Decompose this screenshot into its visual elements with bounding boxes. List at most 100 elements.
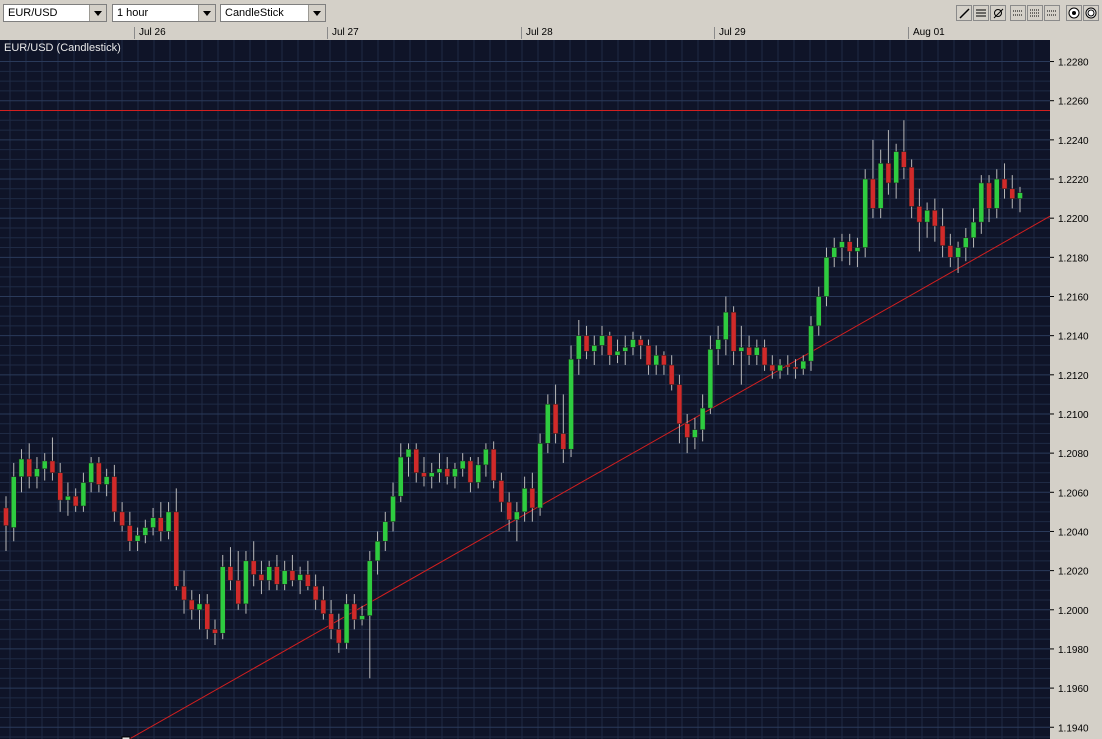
candle-body[interactable] bbox=[514, 511, 520, 520]
candle-body[interactable] bbox=[521, 488, 528, 513]
candle-body[interactable] bbox=[250, 560, 257, 575]
candle-body[interactable] bbox=[281, 570, 288, 585]
candle-body[interactable] bbox=[870, 178, 876, 209]
candle-body[interactable] bbox=[939, 225, 946, 246]
candle-body[interactable] bbox=[258, 574, 265, 581]
candle-body[interactable] bbox=[715, 339, 721, 350]
candle-body[interactable] bbox=[668, 364, 675, 385]
candle-body[interactable] bbox=[645, 345, 652, 366]
candle-body[interactable] bbox=[591, 345, 598, 352]
candle-body[interactable] bbox=[359, 615, 365, 620]
candle-body[interactable] bbox=[111, 476, 118, 513]
candlestick-chart[interactable]: 1.2280 1.2260 1.2240 1.2220 1.2200 1.2180 1.21… bbox=[0, 40, 1102, 739]
grid-button-1[interactable] bbox=[1010, 5, 1026, 21]
candle-body[interactable] bbox=[452, 468, 458, 477]
candle-body[interactable] bbox=[189, 599, 195, 611]
candle-body[interactable] bbox=[692, 429, 698, 438]
candle-body[interactable] bbox=[65, 495, 71, 501]
candle-body[interactable] bbox=[1001, 178, 1008, 190]
candle-body[interactable] bbox=[560, 433, 567, 450]
candle-body[interactable] bbox=[932, 210, 938, 227]
candle-body[interactable] bbox=[955, 247, 961, 258]
candle-body[interactable] bbox=[839, 241, 845, 248]
candle-body[interactable] bbox=[127, 525, 133, 542]
candle-body[interactable] bbox=[994, 178, 1000, 209]
candle-body[interactable] bbox=[506, 501, 512, 520]
candle-body[interactable] bbox=[769, 364, 776, 372]
candle-body[interactable] bbox=[88, 462, 94, 483]
candle-body[interactable] bbox=[684, 423, 690, 438]
candle-body[interactable] bbox=[699, 407, 706, 430]
candle-body[interactable] bbox=[877, 163, 884, 209]
candle-body[interactable] bbox=[336, 629, 342, 644]
candle-body[interactable] bbox=[320, 599, 327, 614]
candle-body[interactable] bbox=[382, 521, 389, 542]
candle-body[interactable] bbox=[158, 517, 164, 532]
candle-body[interactable] bbox=[730, 311, 737, 352]
grid-button-3[interactable] bbox=[1044, 5, 1060, 21]
zoom-in-button[interactable] bbox=[1083, 5, 1099, 21]
candle-body[interactable] bbox=[483, 448, 489, 466]
candle-body[interactable] bbox=[707, 349, 714, 409]
candle-body[interactable] bbox=[723, 311, 729, 340]
candle-body[interactable] bbox=[421, 472, 427, 477]
candle-body[interactable] bbox=[428, 472, 435, 477]
candle-body[interactable] bbox=[614, 351, 621, 356]
candle-body[interactable] bbox=[529, 488, 536, 509]
candle-body[interactable] bbox=[134, 535, 141, 542]
candle-body[interactable] bbox=[413, 448, 419, 473]
candle-body[interactable] bbox=[10, 476, 17, 528]
candle-body[interactable] bbox=[351, 603, 358, 620]
candle-body[interactable] bbox=[978, 182, 985, 223]
candle-body[interactable] bbox=[1017, 192, 1023, 199]
candle-body[interactable] bbox=[274, 566, 280, 585]
candle-body[interactable] bbox=[305, 574, 311, 587]
candle-body[interactable] bbox=[754, 347, 760, 356]
candle-body[interactable] bbox=[908, 167, 915, 207]
candle-body[interactable] bbox=[398, 456, 404, 497]
candle-body[interactable] bbox=[800, 360, 807, 370]
candle-body[interactable] bbox=[792, 366, 799, 370]
candle-body[interactable] bbox=[854, 247, 861, 252]
candle-body[interactable] bbox=[862, 178, 868, 248]
candle-body[interactable] bbox=[328, 613, 334, 630]
delete-drawing-button[interactable] bbox=[990, 5, 1006, 21]
candle-body[interactable] bbox=[405, 448, 412, 458]
candle-body[interactable] bbox=[266, 566, 272, 581]
candle-body[interactable] bbox=[963, 237, 969, 248]
candle-body[interactable] bbox=[490, 448, 497, 481]
candle-body[interactable] bbox=[785, 364, 791, 368]
candle-body[interactable] bbox=[637, 339, 644, 346]
candle-body[interactable] bbox=[41, 460, 48, 470]
candle-body[interactable] bbox=[676, 384, 683, 425]
candle-body[interactable] bbox=[986, 182, 992, 209]
channel-button[interactable] bbox=[973, 5, 989, 21]
candle-body[interactable] bbox=[893, 151, 899, 184]
candle-body[interactable] bbox=[119, 511, 125, 526]
trendline-handle-box[interactable] bbox=[121, 736, 131, 739]
candle-body[interactable] bbox=[444, 468, 450, 477]
candle-body[interactable] bbox=[219, 566, 226, 634]
candle-body[interactable] bbox=[537, 443, 543, 509]
interval-select[interactable]: 1 hour bbox=[112, 4, 216, 22]
candle-body[interactable] bbox=[970, 221, 977, 239]
candle-body[interactable] bbox=[924, 210, 930, 223]
candle-body[interactable] bbox=[96, 462, 102, 485]
candle-body[interactable] bbox=[142, 527, 149, 536]
chevron-down-icon[interactable] bbox=[308, 5, 325, 21]
candle-body[interactable] bbox=[738, 347, 745, 352]
candle-body[interactable] bbox=[150, 517, 156, 528]
candle-body[interactable] bbox=[289, 570, 296, 581]
candle-body[interactable] bbox=[374, 540, 381, 562]
candle-body[interactable] bbox=[885, 163, 892, 184]
symbol-select[interactable]: EUR/USD bbox=[3, 4, 107, 22]
candle-body[interactable] bbox=[746, 347, 752, 356]
candle-body[interactable] bbox=[227, 566, 234, 581]
candle-body[interactable] bbox=[18, 458, 25, 477]
candle-body[interactable] bbox=[57, 472, 63, 501]
candle-body[interactable] bbox=[235, 580, 241, 605]
candle-body[interactable] bbox=[1009, 188, 1016, 199]
candle-body[interactable] bbox=[947, 245, 954, 258]
candle-body[interactable] bbox=[26, 458, 32, 477]
candle-body[interactable] bbox=[49, 460, 56, 473]
